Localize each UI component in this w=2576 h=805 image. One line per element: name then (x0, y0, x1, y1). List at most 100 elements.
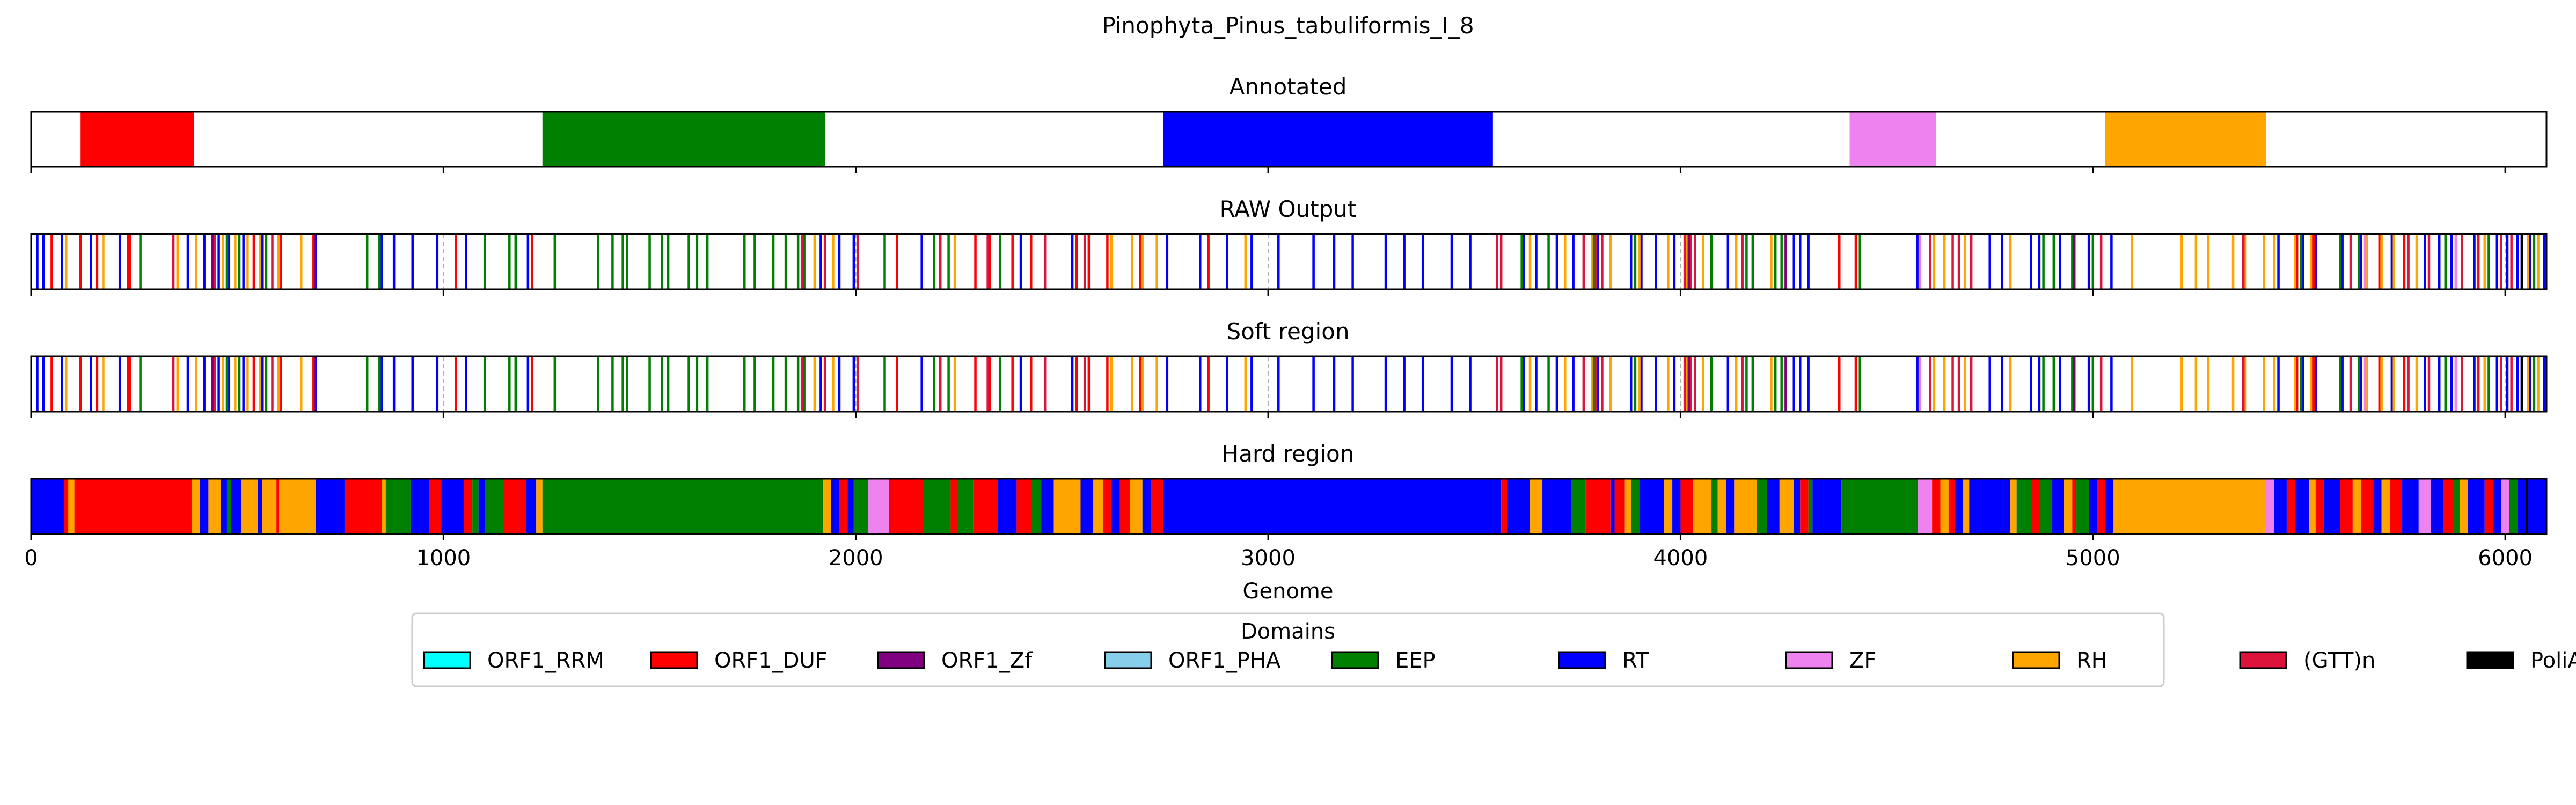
region-segment (1041, 479, 1054, 534)
legend-swatch (650, 651, 698, 669)
plot-background (31, 234, 2546, 289)
legend-label: ZF (1849, 648, 1876, 673)
legend-label: RT (1622, 648, 1649, 673)
region-segment (1103, 479, 1112, 534)
region-segment (68, 479, 75, 534)
region-segment (410, 479, 429, 534)
region-segment (221, 479, 227, 534)
legend-label: PoliA (2530, 648, 2576, 673)
region-segment (279, 479, 316, 534)
region-segment (868, 479, 889, 534)
panel-title: RAW Output (1220, 196, 1357, 222)
region-segment (2352, 479, 2361, 534)
region-segment (1529, 479, 1543, 534)
region-segment (31, 479, 64, 534)
region-segment (1031, 479, 1042, 534)
panel-frame (30, 111, 2548, 168)
region-segment (1119, 479, 1130, 534)
panel-frame (30, 233, 2548, 290)
region-segment (2324, 479, 2340, 534)
legend-label: ORF1_DUF (714, 648, 828, 673)
panel-soft-region: Soft region (1226, 318, 1349, 345)
region-segment (1794, 479, 1801, 534)
region-segment (2431, 479, 2443, 534)
x-tick-label: 3000 (1241, 546, 1296, 570)
region-segment (1932, 479, 1941, 534)
region-segment (2010, 479, 2017, 534)
region-segment (316, 479, 345, 534)
panel-plot-area (30, 355, 2548, 418)
region-segment (1711, 479, 1718, 534)
panel-frame (30, 355, 2548, 413)
region-segment (1130, 479, 1143, 534)
region-segment (2266, 479, 2274, 534)
region-segment (847, 479, 854, 534)
region-segment (542, 112, 825, 167)
region-segment (2361, 479, 2374, 534)
x-tick-label: 5000 (2066, 546, 2120, 570)
legend-swatch (2239, 651, 2287, 669)
x-tick-label: 1000 (416, 546, 471, 570)
region-segment (1693, 479, 1712, 534)
region-segment (231, 479, 241, 534)
region-segment (2509, 479, 2518, 534)
region-segment (2468, 479, 2485, 534)
region-segment (1948, 479, 1955, 534)
region-segment (2501, 479, 2509, 534)
region-segment (526, 479, 537, 534)
region-segment (2064, 479, 2073, 534)
legend: Domains ORF1_RRM ORF1_DUF ORF1_Zf ORF1_PHA E… (411, 612, 2576, 687)
region-segment (2528, 479, 2546, 534)
region-segment (1053, 479, 1081, 534)
region-segment (2526, 479, 2528, 534)
legend-swatch (1104, 651, 1152, 669)
region-segment (998, 479, 1017, 534)
region-segment (1610, 479, 1615, 534)
region-segment (385, 479, 411, 534)
region-segment (1969, 479, 2011, 534)
region-segment (956, 479, 974, 534)
region-segment (2418, 479, 2431, 534)
region-segment (1614, 479, 1625, 534)
region-segment (2493, 479, 2501, 534)
region-segment (1672, 479, 1681, 534)
region-segment (1507, 479, 1530, 534)
region-segment (276, 479, 279, 534)
region-segment (2390, 479, 2403, 534)
region-segment (89, 479, 192, 534)
region-segment (924, 479, 951, 534)
region-segment (1757, 479, 1767, 534)
region-segment (2315, 479, 2324, 534)
panel-plot-area (30, 233, 2548, 296)
region-segment (1955, 479, 1963, 534)
x-axis-label: Genome (1242, 579, 1333, 604)
region-segment (441, 479, 464, 534)
region-segment (889, 479, 924, 534)
region-segment (1918, 479, 1933, 534)
region-segment (823, 479, 831, 534)
region-segment (1163, 479, 1502, 534)
panel-title: Soft region (1226, 318, 1349, 345)
x-tick-label: 2000 (829, 546, 883, 570)
region-segment (1812, 479, 1842, 534)
region-segment (1631, 479, 1640, 534)
region-segment (262, 479, 277, 534)
region-segment (258, 479, 262, 534)
legend-swatch (1558, 651, 1606, 669)
region-segment (2286, 479, 2295, 534)
region-segment (542, 479, 823, 534)
legend-swatch (2466, 651, 2514, 669)
region-segment (1940, 479, 1949, 534)
region-segment (1680, 479, 1693, 534)
region-segment (80, 112, 194, 167)
region-segment (1849, 112, 1936, 167)
region-segment (950, 479, 957, 534)
region-segment (1734, 479, 1757, 534)
region-segment (200, 479, 209, 534)
region-segment (1542, 479, 1571, 534)
region-segment (536, 479, 543, 534)
region-segment (839, 479, 848, 534)
region-segment (2454, 479, 2460, 534)
region-segment (2105, 112, 2266, 167)
legend-swatch (423, 651, 471, 669)
